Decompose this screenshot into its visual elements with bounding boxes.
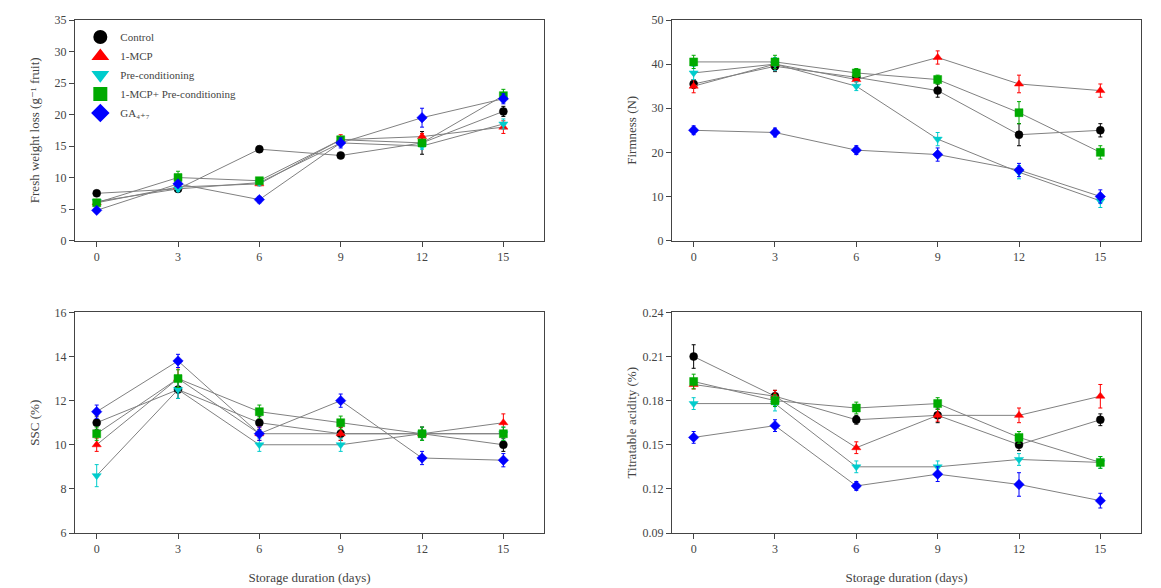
svg-text:12: 12 xyxy=(55,394,67,408)
svg-text:0.24: 0.24 xyxy=(643,306,664,320)
svg-text:0.09: 0.09 xyxy=(643,526,664,540)
svg-text:12: 12 xyxy=(1013,250,1025,264)
svg-text:3: 3 xyxy=(772,542,778,556)
svg-text:40: 40 xyxy=(652,57,664,71)
svg-text:5: 5 xyxy=(61,202,67,216)
svg-text:0.15: 0.15 xyxy=(643,438,664,452)
svg-text:0: 0 xyxy=(94,250,100,264)
svg-text:30: 30 xyxy=(652,101,664,115)
svg-text:Firmness (N): Firmness (N) xyxy=(624,96,639,165)
svg-text:SSC (%): SSC (%) xyxy=(27,400,42,446)
svg-text:15: 15 xyxy=(55,139,67,153)
svg-text:0: 0 xyxy=(691,542,697,556)
svg-text:Storage duration (days): Storage duration (days) xyxy=(249,570,371,585)
svg-text:10: 10 xyxy=(652,190,664,204)
svg-text:30: 30 xyxy=(55,45,67,59)
svg-text:Titratable acidity (%): Titratable acidity (%) xyxy=(624,367,639,478)
svg-text:Pre-conditioning: Pre-conditioning xyxy=(120,69,194,81)
svg-text:0.21: 0.21 xyxy=(643,350,664,364)
svg-text:15: 15 xyxy=(1094,542,1106,556)
svg-text:0.18: 0.18 xyxy=(643,394,664,408)
svg-text:0: 0 xyxy=(94,542,100,556)
svg-text:Fresh weight loss (g⁻¹ fruit): Fresh weight loss (g⁻¹ fruit) xyxy=(27,57,42,203)
svg-text:3: 3 xyxy=(175,542,181,556)
svg-text:10: 10 xyxy=(55,171,67,185)
svg-text:Control: Control xyxy=(120,31,154,43)
svg-text:9: 9 xyxy=(338,542,344,556)
svg-text:15: 15 xyxy=(497,250,509,264)
svg-text:3: 3 xyxy=(175,250,181,264)
svg-text:14: 14 xyxy=(55,350,67,364)
svg-text:12: 12 xyxy=(416,542,428,556)
svg-text:6: 6 xyxy=(256,250,262,264)
svg-text:6: 6 xyxy=(61,526,67,540)
svg-text:Storage duration (days): Storage duration (days) xyxy=(845,570,967,585)
svg-text:8: 8 xyxy=(61,482,67,496)
svg-text:1-MCP: 1-MCP xyxy=(120,50,152,62)
svg-text:16: 16 xyxy=(55,306,67,320)
svg-text:25: 25 xyxy=(55,76,67,90)
svg-text:6: 6 xyxy=(256,542,262,556)
svg-text:3: 3 xyxy=(772,250,778,264)
svg-text:12: 12 xyxy=(416,250,428,264)
svg-text:0: 0 xyxy=(691,250,697,264)
svg-text:9: 9 xyxy=(935,542,941,556)
svg-text:GA₄₊₇: GA₄₊₇ xyxy=(120,107,150,119)
svg-text:0: 0 xyxy=(61,234,67,248)
svg-text:1-MCP+ Pre-conditioning: 1-MCP+ Pre-conditioning xyxy=(120,88,236,100)
svg-text:0.12: 0.12 xyxy=(643,482,664,496)
svg-text:20: 20 xyxy=(652,146,664,160)
svg-text:12: 12 xyxy=(1013,542,1025,556)
svg-text:9: 9 xyxy=(338,250,344,264)
svg-text:10: 10 xyxy=(55,438,67,452)
svg-text:6: 6 xyxy=(853,542,859,556)
svg-text:15: 15 xyxy=(497,542,509,556)
svg-text:20: 20 xyxy=(55,108,67,122)
svg-text:15: 15 xyxy=(1094,250,1106,264)
svg-text:0: 0 xyxy=(658,234,664,248)
svg-text:6: 6 xyxy=(853,250,859,264)
svg-text:9: 9 xyxy=(935,250,941,264)
svg-text:50: 50 xyxy=(652,13,664,27)
svg-text:35: 35 xyxy=(55,13,67,27)
